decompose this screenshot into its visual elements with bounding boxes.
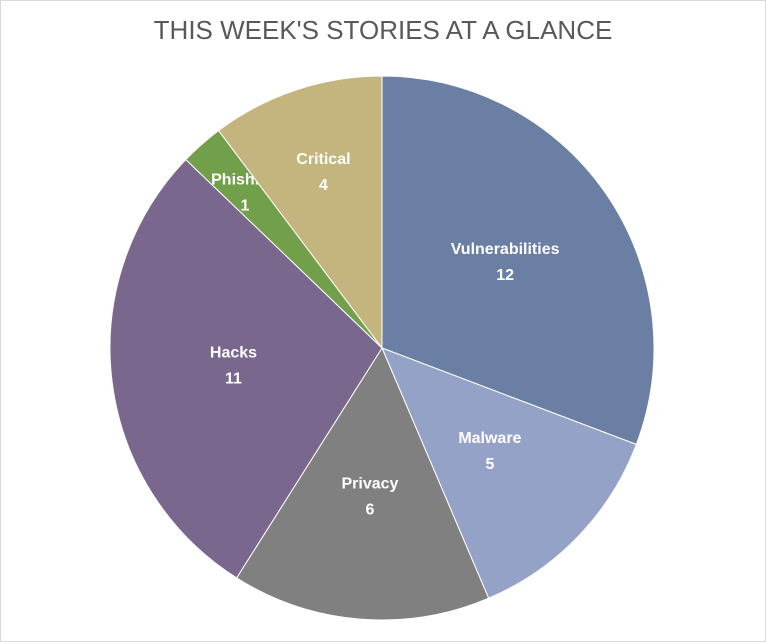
slice-value: 12: [496, 267, 514, 284]
slice-label: Privacy: [341, 475, 398, 492]
slice-value: 4: [319, 177, 328, 194]
chart-title: THIS WEEK'S STORIES AT A GLANCE: [154, 15, 613, 45]
slice-label: Hacks: [210, 344, 257, 361]
slice-value: 1: [240, 197, 249, 214]
slice-value: 6: [366, 501, 375, 518]
slice-label: Vulnerabilities: [451, 241, 560, 258]
pie-slice: [381, 347, 637, 599]
pie-slice: [235, 346, 490, 621]
slice-label: Critical: [296, 151, 350, 168]
pie-slice: [109, 158, 383, 579]
slice-value: 5: [485, 456, 494, 473]
slice-label: Malware: [458, 430, 521, 447]
pie-slice: [381, 75, 655, 446]
pie-slice: [217, 75, 383, 350]
slice-value: 11: [225, 370, 242, 387]
